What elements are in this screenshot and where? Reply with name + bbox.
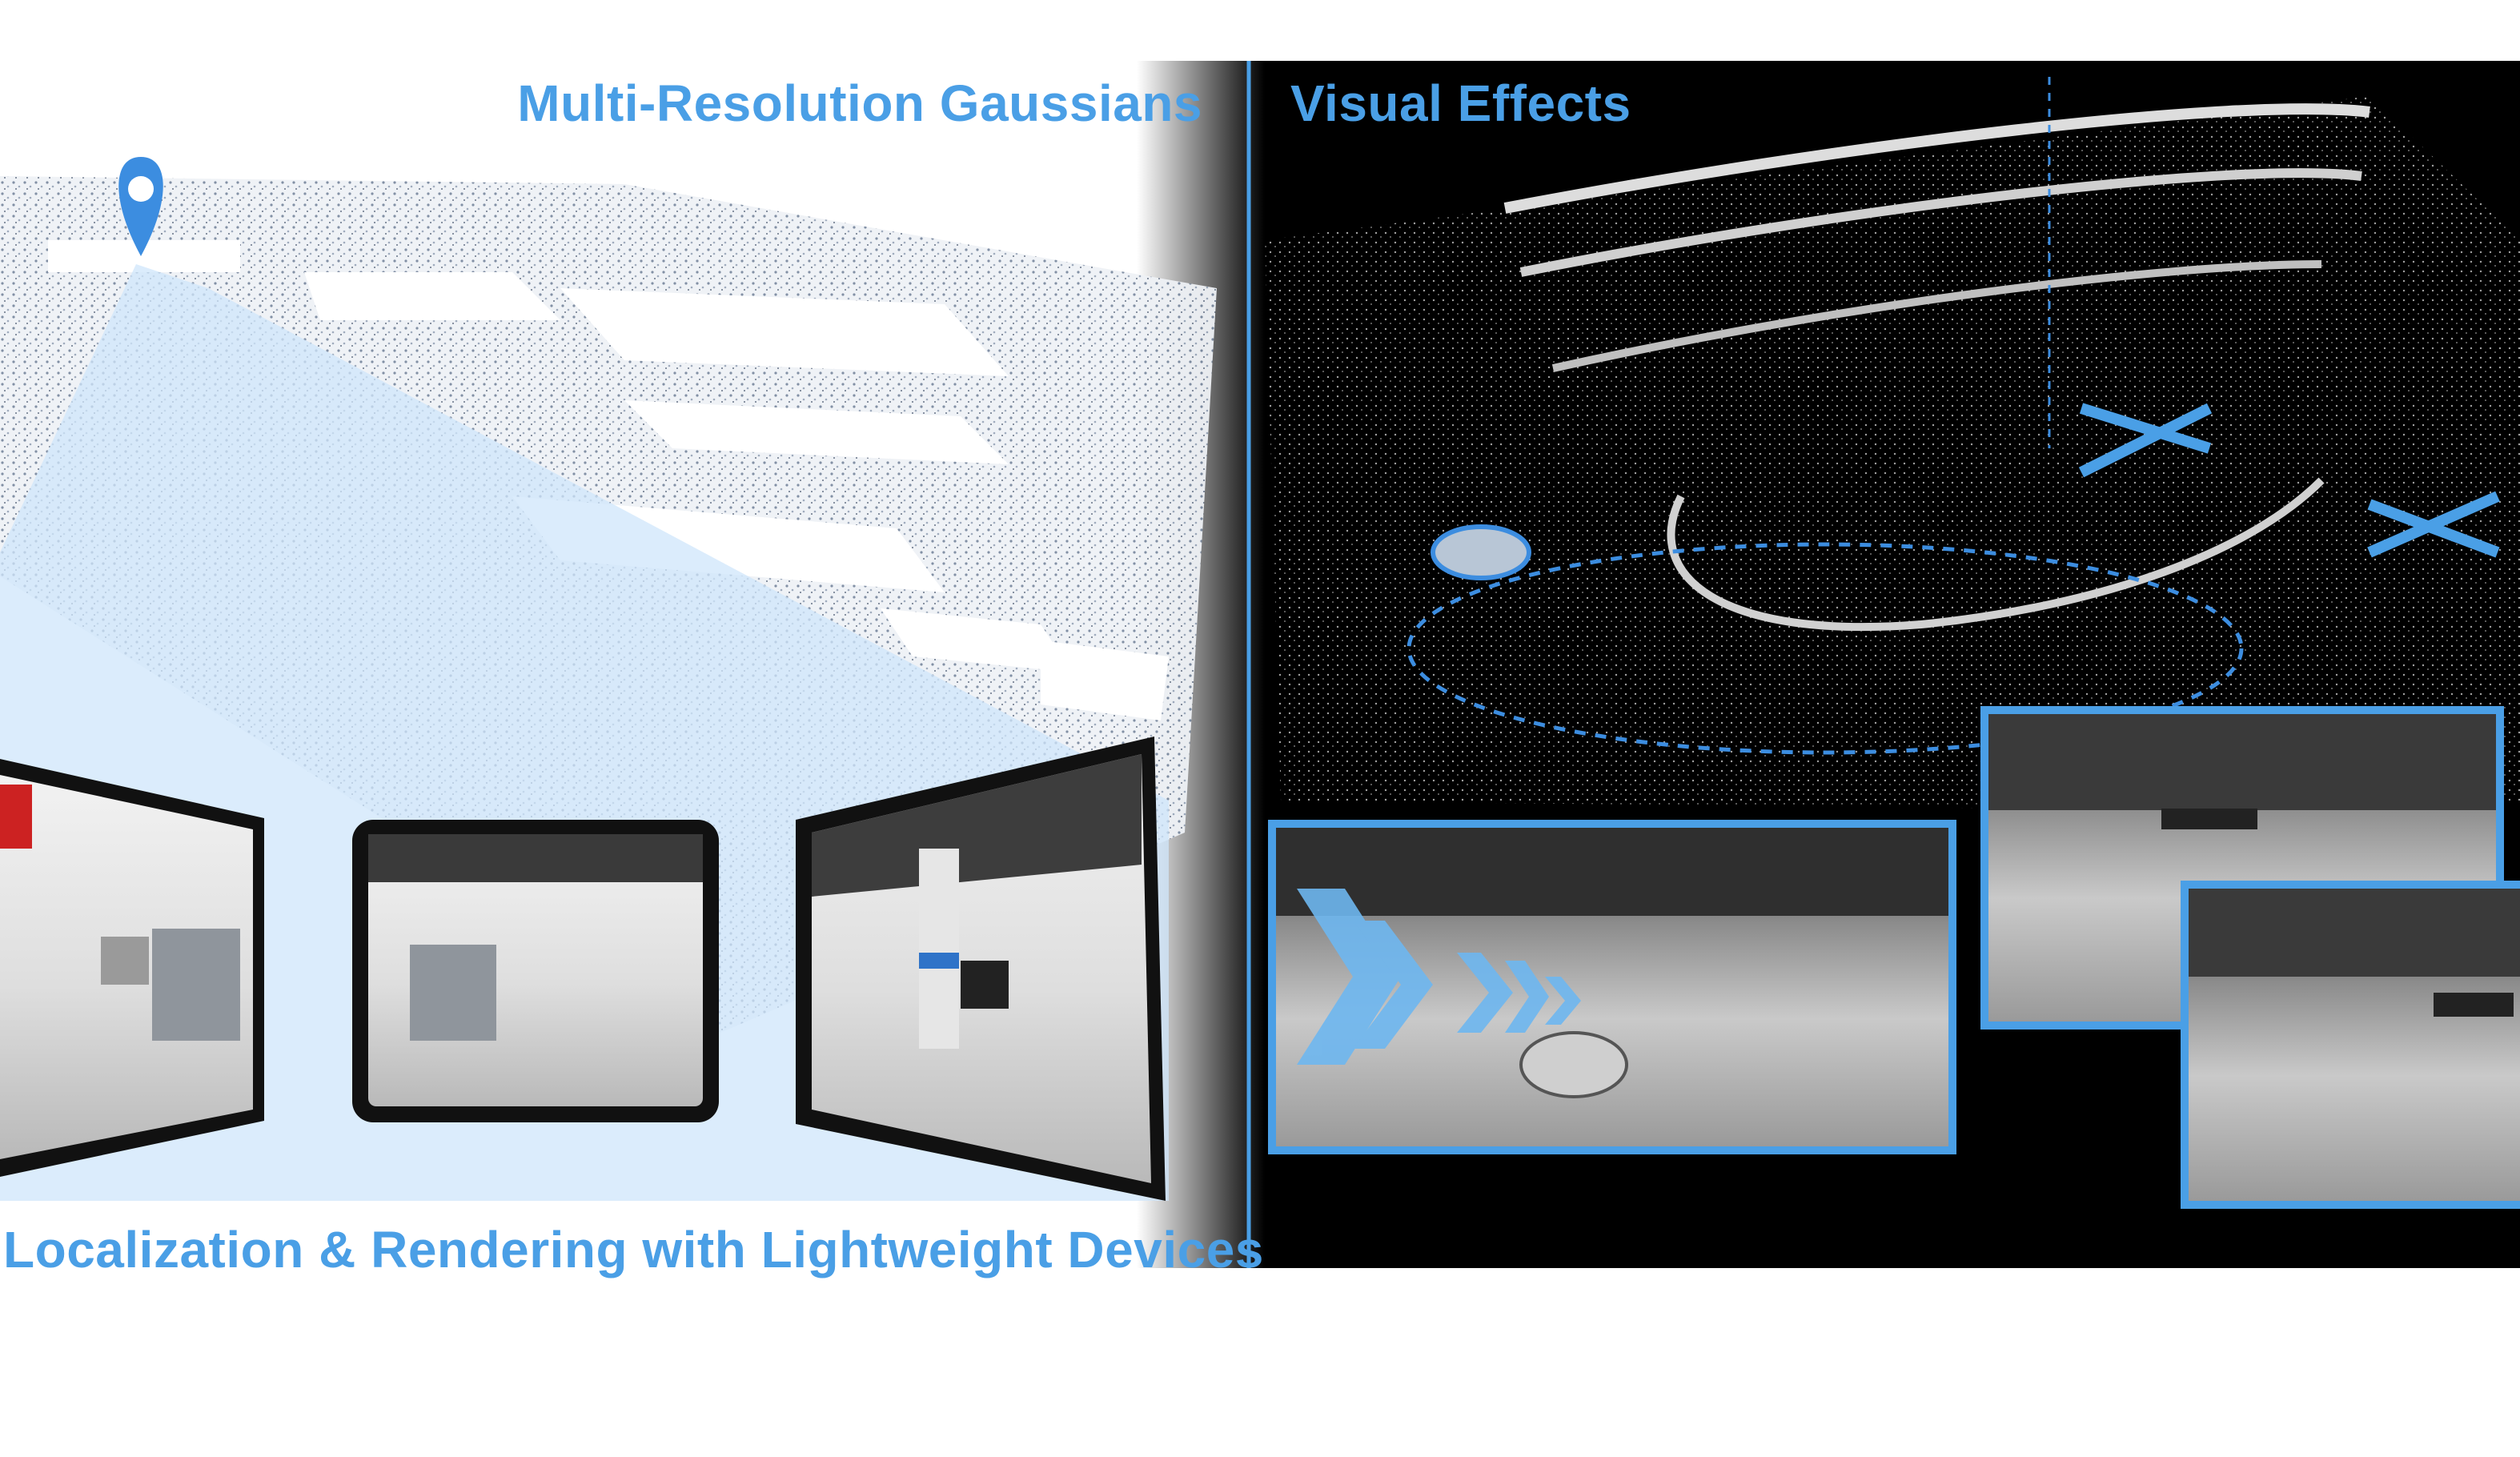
- effect-view-drone-2: [2181, 881, 2520, 1209]
- device-view-2: [352, 820, 719, 1122]
- title-multi-resolution: Multi-Resolution Gaussians: [517, 74, 1202, 132]
- title-visual-effects: Visual Effects: [1290, 74, 1631, 132]
- chevron-arrow-icon: [1297, 889, 1581, 1065]
- device-view-1: [0, 759, 264, 1177]
- effect-view-car: [1268, 820, 1956, 1154]
- car-icon: [1431, 524, 1531, 580]
- parking-structure-point-cloud: [1265, 77, 2520, 809]
- device-view-3: [796, 737, 1166, 1201]
- location-pin-icon: [118, 157, 163, 256]
- title-localization: Localization & Rendering with Lightweigh…: [3, 1221, 1264, 1278]
- drone-icon: [2078, 403, 2500, 558]
